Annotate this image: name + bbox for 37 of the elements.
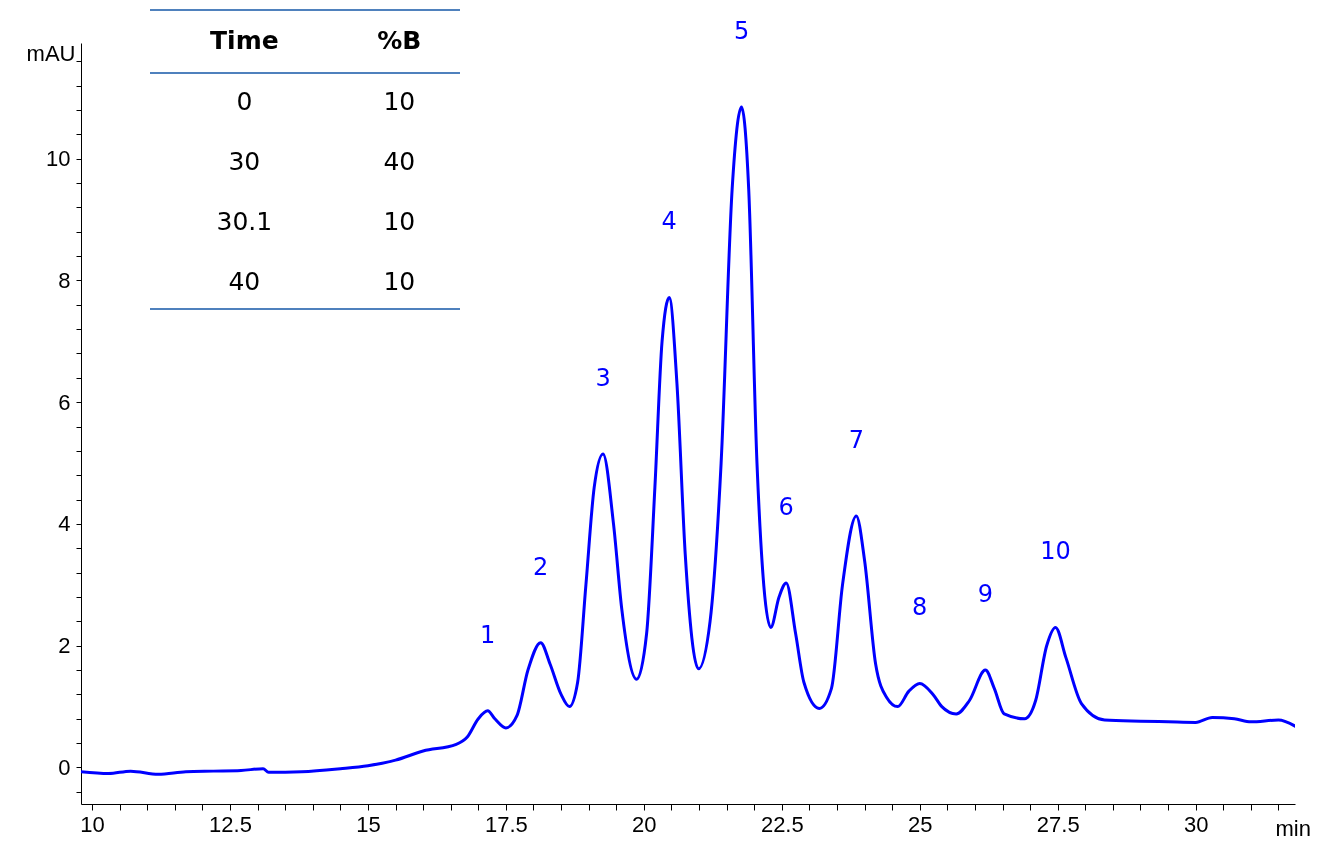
y-tick-label: 10 (46, 146, 71, 172)
annotation: 6 (778, 493, 794, 522)
annotation: 2 (533, 552, 549, 581)
x-tick-label: 10 (80, 811, 105, 837)
annotation: Time (209, 24, 280, 57)
annotation: 10 (382, 265, 417, 298)
x-tick-label: 25 (908, 811, 933, 837)
annotation: 30 (227, 145, 262, 178)
y-tick-label: 8 (58, 267, 71, 293)
annotation: 7 (848, 426, 864, 455)
x-tick-label: 20 (632, 811, 657, 837)
annotation: 30.1 (215, 205, 274, 238)
x-tick-label: 22.5 (760, 811, 804, 837)
annotation: 40 (227, 265, 262, 298)
annotation: 10 (1040, 537, 1071, 566)
annotation: 4 (661, 207, 677, 236)
annotation: 9 (977, 580, 994, 609)
y-tick-label: 4 (58, 511, 71, 537)
x-tick-label: 30 (1183, 811, 1209, 837)
annotation: 10 (382, 205, 417, 238)
annotation: %B (376, 24, 423, 57)
annotation: 3 (595, 363, 611, 392)
annotation: 8 (912, 593, 928, 622)
y-axis-title: mAU (26, 40, 76, 66)
annotation: 10 (382, 85, 417, 118)
x-tick-label: 12.5 (209, 811, 252, 837)
annotation: 40 (382, 145, 417, 178)
x-tick-label: 17.5 (484, 811, 528, 837)
x-axis-title: min (1275, 815, 1311, 841)
annotation: 5 (733, 16, 750, 45)
annotation: 1 (480, 620, 496, 649)
annotation: 0 (235, 85, 254, 118)
y-tick-label: 6 (58, 389, 71, 415)
y-tick-label: 0 (58, 754, 71, 780)
x-tick-label: 15 (356, 811, 381, 837)
y-tick-label: 2 (58, 633, 71, 659)
x-tick-label: 27.5 (1036, 811, 1080, 837)
